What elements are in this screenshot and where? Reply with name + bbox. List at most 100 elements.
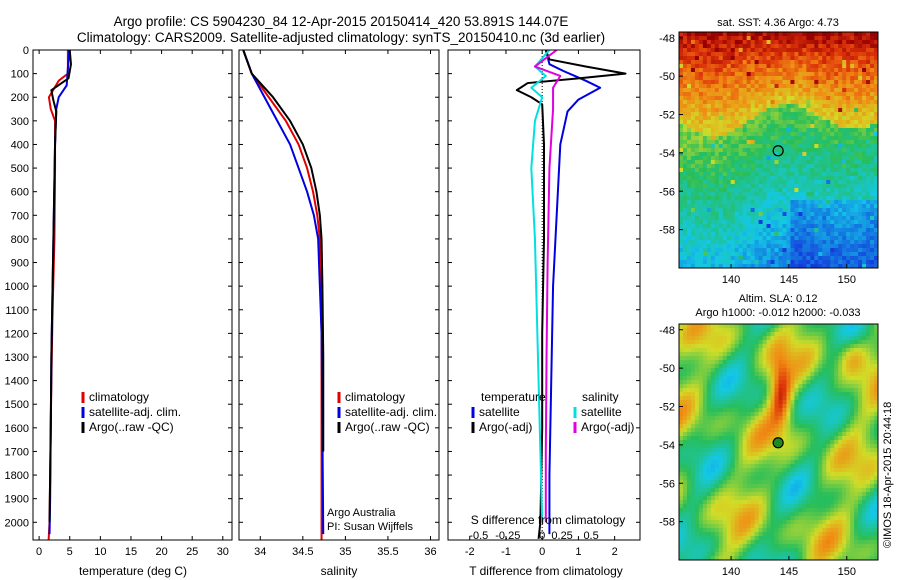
depth-tick-label: 1600 [5, 423, 29, 435]
depth-tick-label: 1900 [5, 494, 29, 506]
sla-map-subtitle: Argo h1000: -0.012 h2000: -0.033 [695, 307, 860, 319]
x-tick-label: 5 [67, 546, 73, 558]
temperature-lines [47, 50, 72, 540]
depth-tick-label: 1700 [5, 446, 29, 458]
depth-tick-label: 100 [11, 69, 29, 81]
map-lat-label: -54 [659, 440, 675, 452]
depth-tick-label: 1000 [5, 281, 29, 293]
map-lat-label: -52 [659, 402, 675, 414]
temperature-x-axis: 0 5 10 15 20 25 30 [36, 50, 229, 558]
series-line-argo [515, 50, 627, 539]
depth-tick-label: 1300 [5, 352, 29, 364]
sla-map-axes: 140 145 150 -48 -50 -52 -54 -56 -58 [659, 325, 856, 578]
depth-tick-label: 1800 [5, 470, 29, 482]
sst-map-title: sat. SST: 4.36 Argo: 4.73 [717, 17, 839, 29]
x-tick-label: 0 [36, 546, 42, 558]
depth-tick-label: 600 [11, 187, 29, 199]
legend-label: satellite-adj. clim. [89, 405, 181, 419]
argo-float-marker-sla [772, 437, 784, 449]
salinity-lines [242, 50, 325, 540]
argo-float-marker [772, 145, 784, 157]
sst-heatmap [679, 32, 879, 269]
x-tick-label: 30 [217, 546, 229, 558]
depth-tick-label: 1500 [5, 399, 29, 411]
legend-label: satellite [479, 405, 520, 419]
map-lon-label: 145 [780, 566, 798, 578]
difference-frame [447, 49, 641, 541]
top-tick-label: 0.5 [583, 530, 598, 542]
legend-label: Argo(..raw -QC) [89, 420, 174, 434]
temperature-panel: 0100200300400500600700800900100011001200… [5, 45, 233, 578]
x-tick-label: 1 [575, 546, 581, 558]
sla-map-title: Altim. SLA: 0.12 [739, 293, 818, 305]
depth-tick-label: 0 [23, 45, 29, 57]
depth-tick-label: 500 [11, 163, 29, 175]
difference-xlabel: T difference from climatology [469, 564, 623, 578]
depth-tick-label: 200 [11, 92, 29, 104]
title-line-2: Climatology: CARS2009. Satellite-adjuste… [77, 30, 605, 45]
map-lat-label: -56 [659, 478, 675, 490]
difference-lines [515, 50, 627, 539]
series-line-argo_salinity [533, 50, 562, 523]
imos-credit: ©IMOS 18-Apr-2015 20:44:18 [882, 402, 894, 548]
legend-label: Argo(-adj) [581, 420, 634, 434]
map-lon-label: 140 [722, 274, 740, 286]
temperature-depth-axis: 0 100 200 300 400 500 600 700 800 900 1000 1100 1200… [5, 45, 232, 529]
map-lon-label: 150 [838, 274, 856, 286]
map-lat-label: -58 [659, 225, 675, 237]
pi-note: PI: Susan Wijffels [327, 521, 413, 533]
top-tick-label: -0.5 [469, 530, 488, 542]
salinity-xlabel: salinity [321, 564, 358, 578]
depth-tick-label: 1200 [5, 328, 29, 340]
x-tick-label: 36 [424, 546, 436, 558]
depth-tick-label: 1100 [5, 305, 29, 317]
series-line-argo [242, 50, 325, 452]
series-line-satellite [544, 50, 602, 535]
series-line-argo [48, 50, 72, 523]
depth-tick-label: 300 [11, 116, 29, 128]
x-tick-label: -2 [465, 546, 475, 558]
x-tick-label: 15 [125, 546, 137, 558]
x-tick-label: 35.5 [377, 546, 398, 558]
argo-australia-note: Argo Australia [327, 507, 396, 519]
title-line-1: Argo profile: CS 5904230_84 12-Apr-2015 … [114, 14, 569, 29]
top-tick-label: 0.25 [551, 530, 572, 542]
difference-depth-axis [448, 49, 640, 523]
map-lat-label: -52 [659, 110, 675, 122]
legend-label: climatology [89, 390, 149, 404]
map-lat-label: -50 [659, 71, 675, 83]
series-line-sat_salinity [530, 50, 551, 523]
map-lon-label: 150 [838, 566, 856, 578]
map-lat-label: -56 [659, 186, 675, 198]
map-lat-label: -54 [659, 148, 675, 160]
x-tick-label: 0 [539, 546, 545, 558]
map-lon-label: 145 [780, 274, 798, 286]
salinity-x-axis: 34 34.5 35 35.5 36 [254, 50, 437, 558]
x-tick-label: -1 [501, 546, 511, 558]
x-tick-label: 34.5 [292, 546, 313, 558]
legend-salinity-title: salinity [582, 390, 619, 404]
depth-tick-label: 1400 [5, 376, 29, 388]
legend-label: Argo(-adj) [479, 420, 532, 434]
depth-tick-label: 800 [11, 234, 29, 246]
legend-temperature-title: temperature [481, 390, 546, 404]
depth-tick-label: 900 [11, 258, 29, 270]
map-lat-label: -58 [659, 517, 675, 529]
depth-tick-label: 700 [11, 210, 29, 222]
sst-map-axes: 140 145 150 -48 -50 -52 -54 -56 -58 [659, 33, 856, 286]
sst-map-frame [678, 31, 879, 269]
x-tick-label: 34 [254, 546, 266, 558]
map-lat-label: -50 [659, 363, 675, 375]
top-tick-label: -0.25 [495, 530, 520, 542]
series-line-climatology [242, 50, 323, 540]
series-line-satellite [242, 50, 325, 535]
x-tick-label: 35 [339, 546, 351, 558]
legend-label: satellite-adj. clim. [345, 405, 437, 419]
salinity-depth-axis [239, 49, 439, 523]
sla-heatmap [679, 324, 879, 561]
